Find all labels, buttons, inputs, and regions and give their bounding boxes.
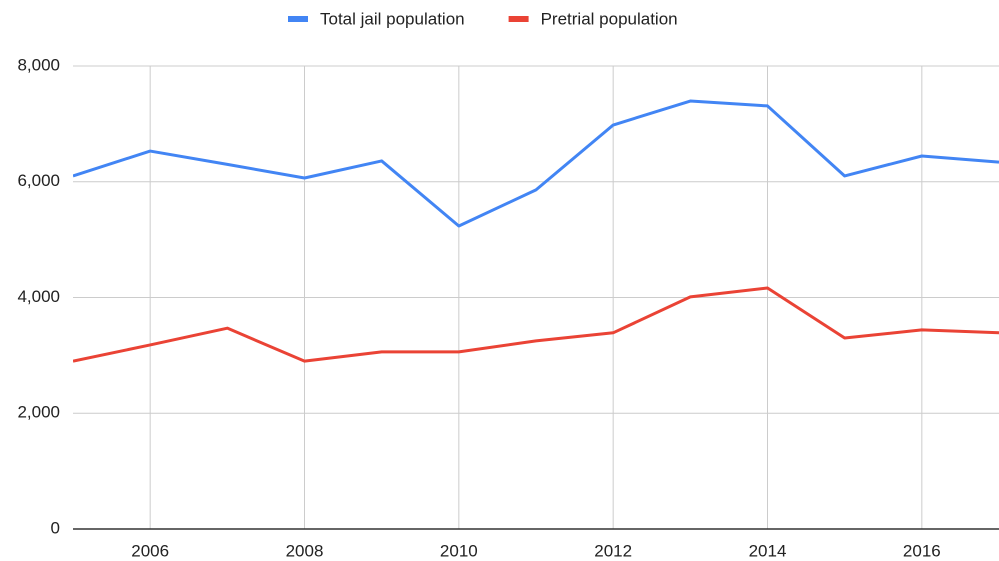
legend-swatch bbox=[508, 16, 529, 22]
x-tick-label: 2012 bbox=[594, 541, 632, 560]
x-tick-label: 2010 bbox=[440, 541, 478, 560]
y-tick-label: 2,000 bbox=[17, 403, 60, 422]
y-tick-label: 8,000 bbox=[17, 55, 60, 74]
legend-swatch bbox=[288, 16, 308, 22]
y-tick-label: 6,000 bbox=[17, 171, 60, 190]
legend-label: Total jail population bbox=[320, 9, 465, 28]
x-tick-label: 2008 bbox=[286, 541, 324, 560]
x-tick-label: 2016 bbox=[903, 541, 941, 560]
legend-label: Pretrial population bbox=[541, 9, 678, 28]
series-line bbox=[73, 99, 999, 228]
series-line bbox=[73, 286, 999, 363]
x-tick-label: 2006 bbox=[131, 541, 169, 560]
y-tick-label: 4,000 bbox=[17, 287, 60, 306]
x-tick-label: 2014 bbox=[749, 541, 787, 560]
y-tick-label: 0 bbox=[51, 518, 60, 537]
